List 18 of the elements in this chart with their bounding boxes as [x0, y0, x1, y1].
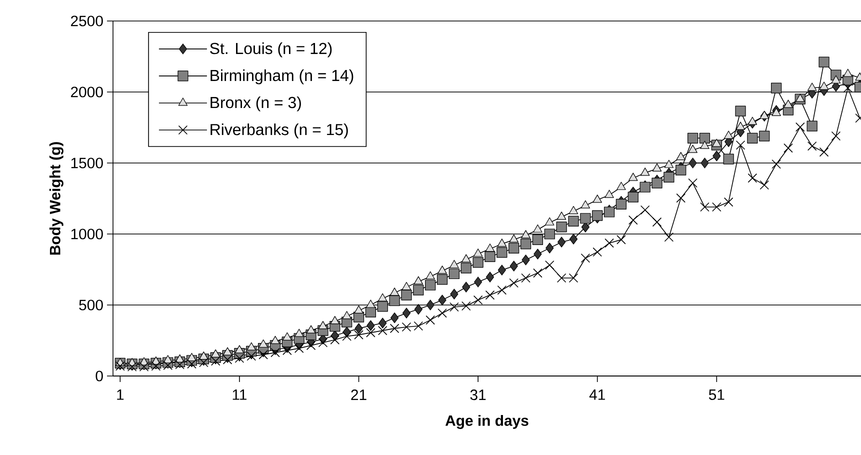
y-tick-label: 1500 [71, 158, 103, 168]
y-tick-label: 0 [96, 370, 103, 382]
legend-label: Bronx (n = 3) [210, 96, 301, 112]
x-tick-label: 21 [351, 390, 366, 400]
y-axis-title: Body Weight (g) [49, 142, 64, 255]
y-tick-label: 1000 [71, 228, 103, 240]
x-tick-label: 1 [117, 390, 124, 400]
x-tick-label: 51 [708, 390, 724, 400]
y-tick-label: 2000 [70, 86, 103, 98]
legend-label: Birmingham (n = 14) [210, 69, 354, 84]
legend-label: Riverbanks (n = 15) [210, 123, 348, 138]
x-axis-title: Age in days [445, 414, 528, 429]
y-tick-label: 2500 [70, 16, 103, 26]
x-tick-label: 41 [589, 390, 605, 400]
legend-label: St. Louis (n = 12) [210, 42, 332, 58]
x-tick-label: 11 [232, 390, 246, 400]
y-tick-label: 500 [79, 300, 103, 310]
x-tick-label: 31 [470, 390, 486, 400]
